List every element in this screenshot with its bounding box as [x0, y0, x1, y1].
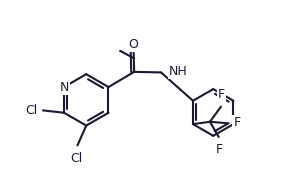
- Text: F: F: [233, 116, 240, 129]
- Text: Cl: Cl: [70, 152, 82, 165]
- Text: F: F: [218, 88, 225, 101]
- Text: NH: NH: [169, 65, 188, 78]
- Text: N: N: [59, 81, 69, 94]
- Text: Cl: Cl: [25, 104, 38, 117]
- Text: O: O: [129, 38, 139, 51]
- Text: F: F: [216, 143, 223, 156]
